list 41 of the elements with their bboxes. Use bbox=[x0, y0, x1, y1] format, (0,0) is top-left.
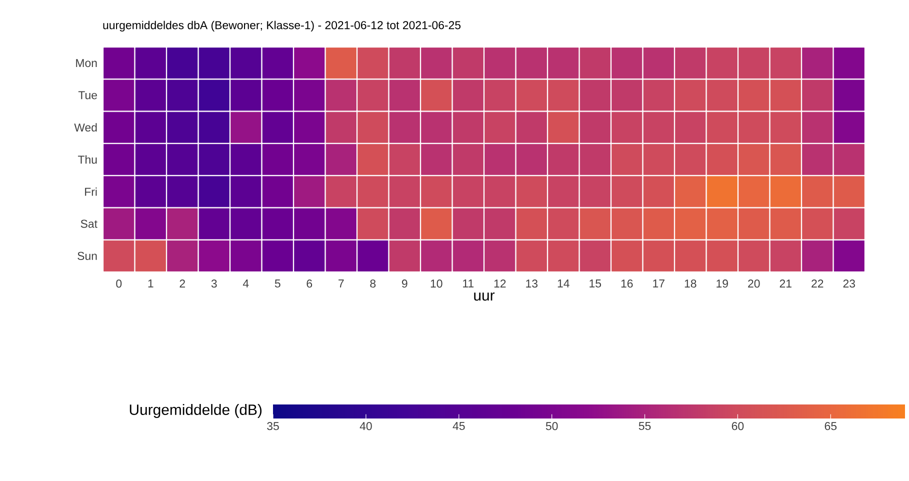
x-tick-label: 6 bbox=[306, 280, 312, 288]
x-tick-label: 22 bbox=[812, 280, 824, 288]
x-tick-label: 4 bbox=[242, 280, 249, 288]
x-tick-label: 13 bbox=[526, 280, 538, 288]
x-tick-label: 0 bbox=[116, 280, 122, 288]
y-tick-label: Tue bbox=[78, 91, 97, 100]
color-bar-label: 40 bbox=[360, 422, 372, 430]
color-bar-label: 45 bbox=[452, 422, 465, 430]
x-tick-label: 15 bbox=[590, 280, 602, 288]
x-tick-label: 23 bbox=[843, 280, 855, 288]
x-tick-label: 7 bbox=[338, 280, 344, 288]
y-tick-label: Thu bbox=[78, 155, 97, 164]
x-tick-label: 21 bbox=[780, 280, 792, 288]
x-tick-label: 10 bbox=[430, 280, 442, 288]
x-tick-label: 20 bbox=[748, 280, 760, 288]
x-tick-label: 9 bbox=[402, 280, 408, 288]
x-tick-label: 17 bbox=[653, 280, 664, 288]
color-bar-label: 55 bbox=[638, 422, 651, 430]
color-bar-label: 60 bbox=[732, 422, 744, 430]
x-tick-label: 8 bbox=[370, 280, 376, 288]
x-tick-label: 12 bbox=[494, 280, 506, 288]
color-bar-label: 65 bbox=[824, 422, 837, 430]
x-tick-label: 3 bbox=[211, 280, 217, 288]
x-tick-label: 16 bbox=[621, 280, 633, 288]
x-tick-label: 14 bbox=[558, 280, 570, 288]
x-tick-label: 19 bbox=[716, 280, 728, 288]
y-tick-label: Sat bbox=[80, 220, 98, 228]
x-tick-label: 11 bbox=[463, 280, 474, 288]
chart-title: uurgemiddeldes dbA (Bewoner; Klasse-1) - 2021-06-12 tot 2021-06-25 bbox=[103, 20, 461, 32]
x-tick-label: 5 bbox=[274, 280, 280, 288]
y-tick-label: Mon bbox=[76, 59, 97, 68]
x-tick-label: 2 bbox=[180, 280, 185, 288]
x-tick-label: 18 bbox=[684, 280, 696, 288]
color-bar-label: 50 bbox=[546, 422, 558, 430]
y-tick-label: Sun bbox=[78, 252, 97, 260]
x-axis-title: uur bbox=[474, 292, 495, 301]
y-tick-label: Fri bbox=[85, 187, 97, 196]
color-bar-label: 35 bbox=[267, 422, 279, 430]
x-tick-label: 1 bbox=[148, 280, 154, 288]
y-tick-label: Wed bbox=[74, 123, 97, 132]
color-bar-title: Uurgemiddelde (dB) bbox=[130, 404, 262, 418]
